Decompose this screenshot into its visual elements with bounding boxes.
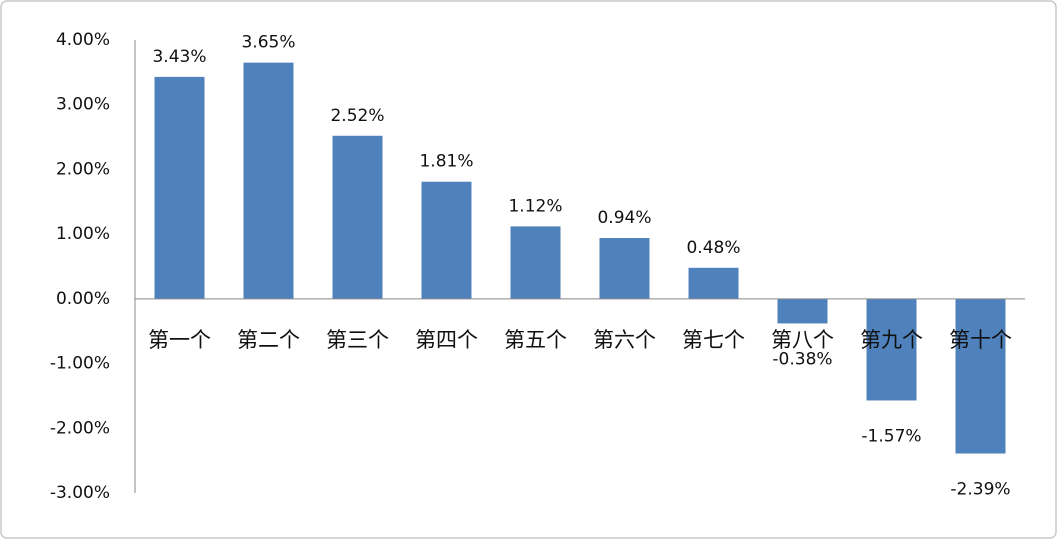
value-label: 2.52% — [330, 106, 384, 126]
value-label: 0.94% — [597, 208, 651, 228]
x-tick-label: 第五个 — [504, 328, 567, 352]
bar — [866, 298, 917, 401]
x-tick-label: 第十个 — [949, 328, 1012, 352]
value-label: 3.43% — [152, 47, 206, 67]
bar — [154, 76, 205, 299]
value-label: -0.38% — [772, 349, 832, 369]
x-tick-label: 第四个 — [415, 328, 478, 352]
x-tick-label: 第七个 — [682, 328, 745, 352]
bar — [243, 62, 294, 299]
bar — [510, 226, 561, 299]
y-tick-label: 3.00% — [56, 95, 110, 115]
x-tick-label: 第八个 — [771, 328, 834, 352]
x-tick-label: 第九个 — [860, 328, 923, 352]
value-label: 0.48% — [686, 238, 740, 258]
y-tick-label: 4.00% — [56, 30, 110, 50]
bar — [332, 135, 383, 299]
y-tick-label: 2.00% — [56, 159, 110, 179]
x-tick-label: 第三个 — [326, 328, 389, 352]
bar — [599, 238, 650, 299]
y-tick-label: 1.00% — [56, 224, 110, 244]
bar — [777, 298, 828, 324]
bar — [688, 267, 739, 299]
value-label: 1.12% — [508, 196, 562, 216]
value-label: 3.65% — [241, 33, 295, 53]
bar — [955, 298, 1006, 454]
y-tick-label: -3.00% — [50, 483, 110, 503]
y-tick-label: 0.00% — [56, 289, 110, 309]
x-tick-label: 第二个 — [237, 328, 300, 352]
y-tick-label: -1.00% — [50, 354, 110, 374]
value-label: -1.57% — [861, 426, 921, 446]
value-label: 1.81% — [419, 152, 473, 172]
x-tick-label: 第一个 — [148, 328, 211, 352]
value-label: -2.39% — [950, 480, 1010, 500]
y-tick-label: -2.00% — [50, 418, 110, 438]
bar — [421, 181, 472, 299]
x-tick-label: 第六个 — [593, 328, 656, 352]
